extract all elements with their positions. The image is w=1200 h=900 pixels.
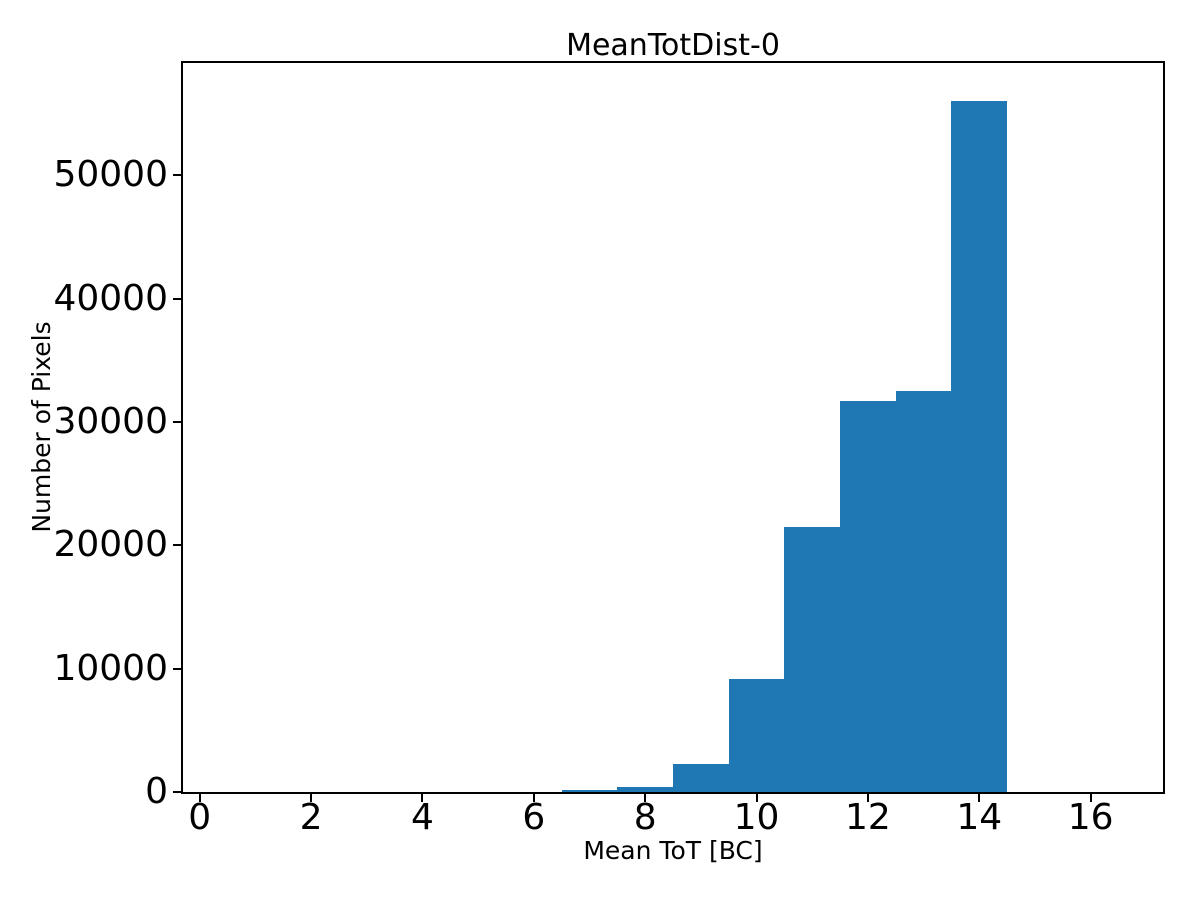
plot-area (181, 61, 1165, 794)
x-tick-label: 2 (299, 797, 323, 838)
y-tick-mark (173, 174, 181, 177)
y-tick-mark (173, 420, 181, 423)
histogram-bar (561, 790, 618, 792)
x-tick-mark (1089, 794, 1092, 802)
histogram-bar (895, 391, 952, 792)
y-tick-mark (173, 667, 181, 670)
y-tick-label: 50000 (53, 154, 168, 196)
x-tick-label: 4 (410, 797, 434, 838)
y-tick-mark (173, 544, 181, 547)
x-tick-label: 12 (844, 797, 891, 838)
x-tick-label: 8 (633, 797, 657, 838)
y-tick-label: 40000 (53, 277, 168, 319)
x-tick-label: 6 (522, 797, 546, 838)
x-tick-mark (310, 794, 313, 802)
x-tick-mark (978, 794, 981, 802)
x-tick-label: 16 (1067, 797, 1114, 838)
x-tick-label: 10 (733, 797, 780, 838)
x-tick-mark (644, 794, 647, 802)
y-tick-label: 0 (145, 771, 168, 812)
x-tick-mark (755, 794, 758, 802)
y-tick-label: 20000 (53, 524, 168, 566)
histogram-bar (728, 678, 785, 792)
x-tick-mark (866, 794, 869, 802)
x-tick-label: 14 (956, 797, 1003, 838)
histogram-bar (673, 764, 729, 792)
x-tick-mark (532, 794, 535, 802)
histogram-bar (617, 787, 673, 792)
x-axis-label: Mean ToT [BC] (583, 836, 763, 865)
histogram-bar (840, 401, 896, 792)
histogram-bar (951, 101, 1008, 792)
histogram-bar (784, 526, 841, 792)
x-tick-mark (421, 794, 424, 802)
y-tick-mark (173, 297, 181, 300)
chart-title: MeanTotDist-0 (566, 28, 780, 63)
x-tick-label: 0 (188, 797, 212, 838)
y-tick-label: 10000 (53, 647, 168, 689)
y-tick-mark (173, 791, 181, 793)
y-tick-label: 30000 (53, 400, 168, 442)
x-tick-mark (198, 794, 201, 802)
